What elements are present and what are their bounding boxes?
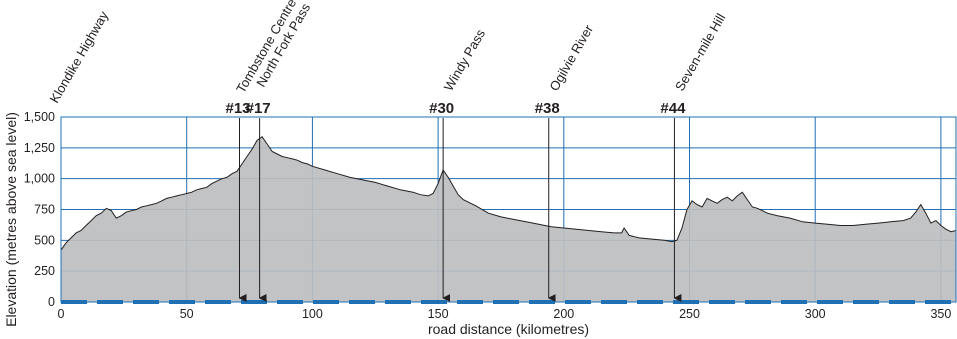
waypoint-label: Windy Pass [441,26,489,93]
y-tick-label: 1,000 [24,172,55,186]
waypoint-number: #38 [535,100,560,117]
waypoint-label: Klondike Highway [47,8,112,105]
y-axis-ticks: 0 250 500 750 1,000 1,250 1,500 [24,110,55,309]
waypoint-number: #30 [429,100,454,117]
waypoint-number: #44 [660,100,686,117]
elevation-area [61,136,956,302]
y-tick-label: 1,500 [24,110,55,124]
y-tick-label: 250 [34,264,55,278]
x-tick-label: 0 [58,307,65,321]
x-tick-label: 300 [805,307,826,321]
waypoint-number: #17 [246,100,271,117]
x-tick-label: 100 [302,307,323,321]
waypoint-number: #13 [225,100,250,117]
x-axis-label: road distance (kilometres) [428,321,589,337]
y-tick-label: 750 [34,203,55,217]
y-tick-label: 500 [34,233,55,247]
x-tick-label: 150 [428,307,449,321]
y-axis-label: Elevation (metres above sea level) [3,112,19,327]
waypoint-label: Seven-mile Hill [672,11,728,94]
y-tick-label: 1,250 [24,141,55,155]
x-tick-label: 50 [180,307,194,321]
x-tick-label: 250 [679,307,700,321]
y-tick-label: 0 [48,295,55,309]
x-axis-ticks: 0 50 100 150 200 250 300 350 [58,307,952,321]
x-tick-label: 200 [553,307,574,321]
waypoint-label: Ogilvie River [546,22,596,94]
x-tick-label: 350 [930,307,951,321]
